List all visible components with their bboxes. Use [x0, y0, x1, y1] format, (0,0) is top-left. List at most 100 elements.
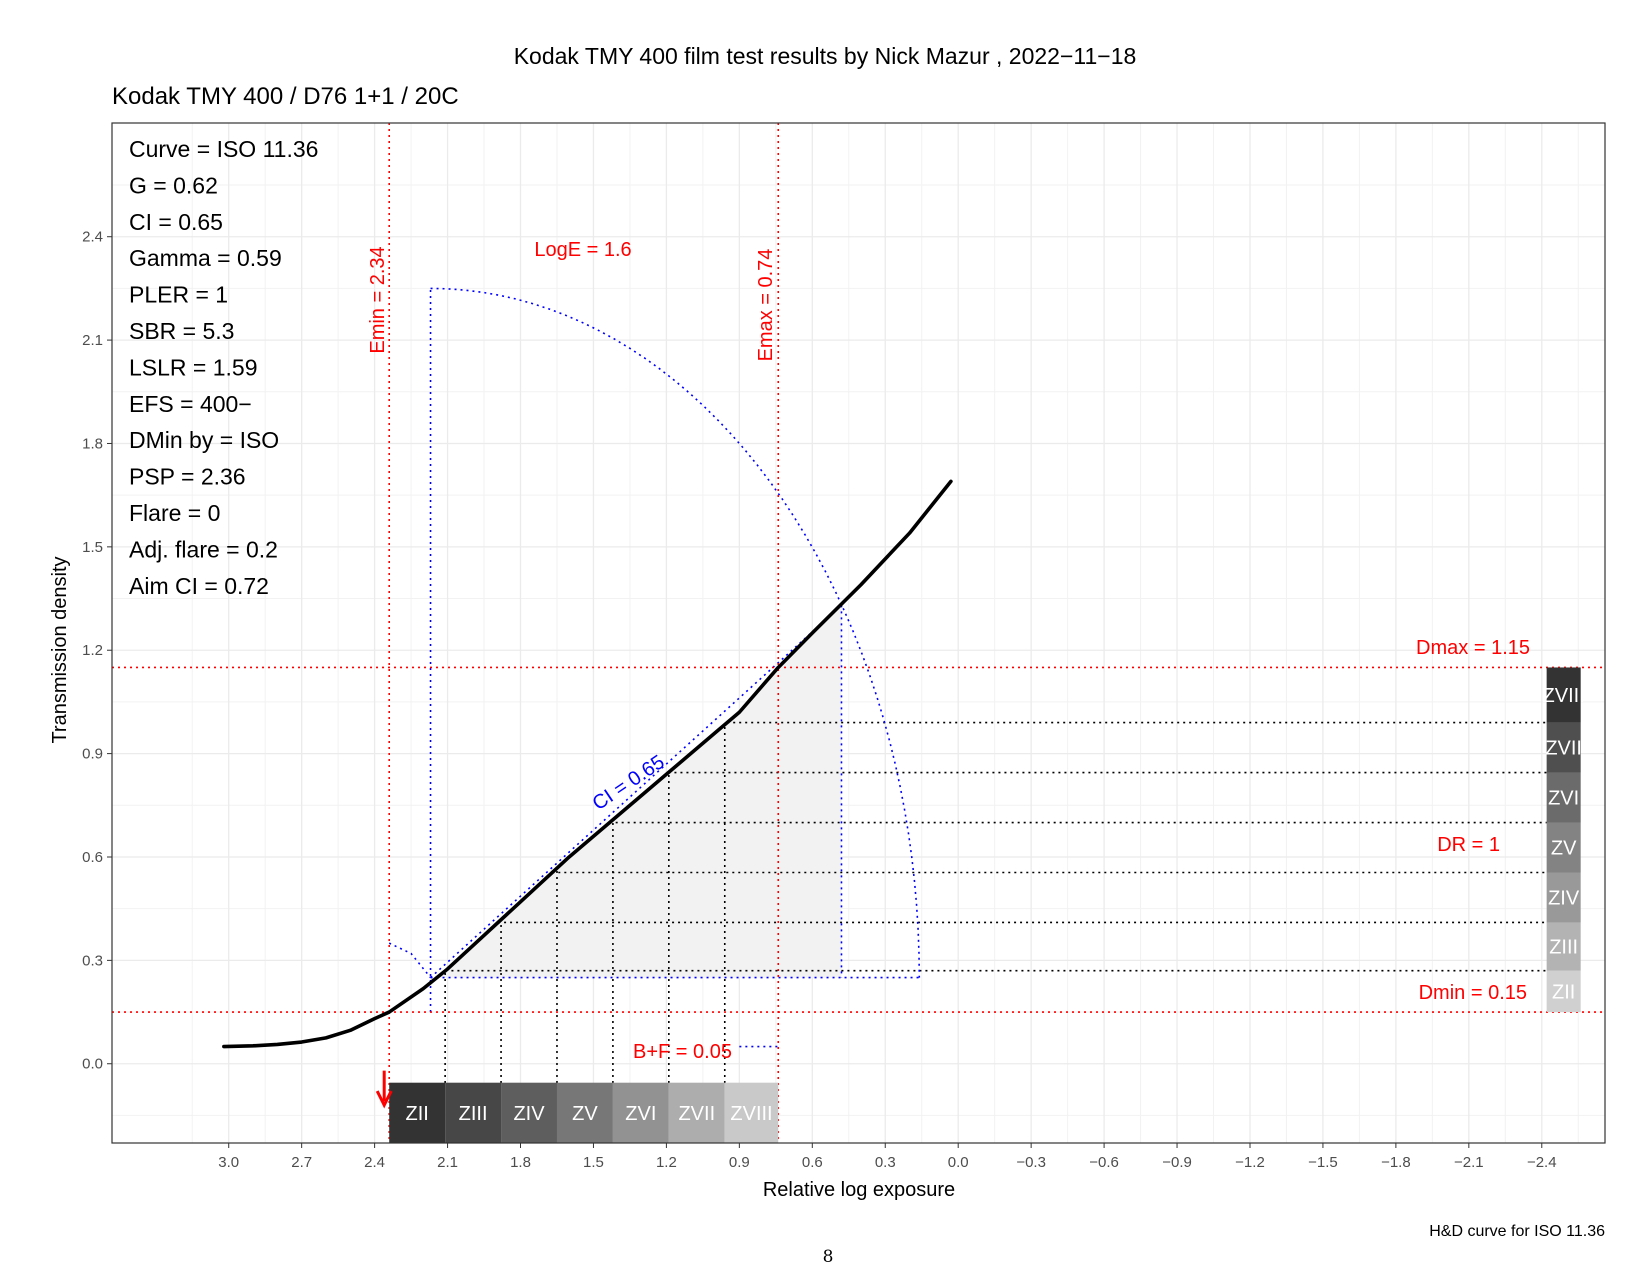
dr-label: DR = 1: [1437, 834, 1500, 856]
y-tick-label: 2.1: [82, 332, 103, 349]
dmin-label: Dmin = 0.15: [1419, 982, 1527, 1004]
emin-label: Emin = 2.34: [367, 246, 389, 353]
x-tick-label: −2.1: [1454, 1154, 1484, 1171]
x-tick-label: 1.5: [583, 1154, 604, 1171]
x-tick-label: −1.2: [1235, 1154, 1265, 1171]
x-tick-label: −0.3: [1016, 1154, 1046, 1171]
zone-label-right: ZVI: [1548, 788, 1579, 810]
zone-label-bottom: ZV: [572, 1103, 598, 1125]
y-tick-label: 0.6: [82, 849, 103, 866]
y-tick-label: 1.2: [82, 642, 103, 659]
x-axis-ticks: 3.0 2.7 2.4 2.1 1.8 1.5 1.2 0.9 0.6 0.3 0.0 −0.3 −0.…: [218, 1143, 1557, 1171]
zone-cell-bottom: [501, 1082, 557, 1143]
y-tick-label: 1.5: [82, 539, 103, 556]
zone-label-right: ZVIII: [1543, 685, 1585, 707]
x-tick-label: 0.9: [729, 1154, 750, 1171]
stat-line: Gamma = 0.59: [129, 245, 282, 271]
zone-cell-right: [1546, 970, 1581, 1013]
x-tick-label: 1.2: [656, 1154, 677, 1171]
stat-line: LSLR = 1.59: [129, 354, 258, 380]
shaded-area: [430, 604, 842, 983]
stat-line: Curve = ISO 11.36: [129, 136, 318, 162]
x-tick-label: −0.9: [1162, 1154, 1192, 1171]
stat-line: SBR = 5.3: [129, 318, 234, 344]
x-tick-label: 3.0: [218, 1154, 239, 1171]
x-tick-label: −1.5: [1308, 1154, 1338, 1171]
x-tick-label: 0.6: [802, 1154, 823, 1171]
y-axis-ticks: 0.0 0.3 0.6 0.9 1.2 1.5 1.8 2.1 2.4: [82, 229, 112, 1073]
bf-label: B+F = 0.05: [633, 1041, 732, 1063]
zone-label-bottom: ZII: [405, 1103, 428, 1125]
stat-line: PSP = 2.36: [129, 464, 246, 490]
zone-cell-right: [1546, 772, 1581, 823]
x-tick-label: 0.0: [948, 1154, 969, 1171]
stat-line: CI = 0.65: [129, 209, 223, 235]
zone-label-bottom: ZIV: [513, 1103, 545, 1125]
zone-label-bottom: ZVIII: [730, 1103, 772, 1125]
y-axis-label: Transmission density: [49, 556, 71, 743]
stat-line: EFS = 400−: [129, 391, 252, 417]
x-tick-label: −2.4: [1527, 1154, 1557, 1171]
zone-cell-right: [1546, 822, 1581, 873]
y-tick-label: 0.3: [82, 952, 103, 969]
zone-cell-bottom: [724, 1082, 779, 1143]
zone-scale-bottom: ZII ZIII ZIV ZV ZVI ZVII ZVIII: [389, 1082, 779, 1143]
stat-line: G = 0.62: [129, 172, 218, 198]
x-tick-label: 1.8: [510, 1154, 531, 1171]
x-tick-label: 2.4: [364, 1154, 385, 1171]
zone-shading: [430, 604, 842, 983]
zone-label-bottom: ZVI: [625, 1103, 656, 1125]
stat-line: Aim CI = 0.72: [129, 573, 269, 599]
loge-label: LogE = 1.6: [534, 239, 631, 261]
x-axis-label: Relative log exposure: [763, 1179, 955, 1201]
emax-label: Emax = 0.74: [755, 249, 777, 362]
emin-arrow: [375, 1070, 393, 1109]
x-tick-label: 0.3: [875, 1154, 896, 1171]
zone-cell-right: [1546, 667, 1581, 723]
y-tick-label: 1.8: [82, 435, 103, 452]
zone-cell-bottom: [612, 1082, 669, 1143]
arrow-head: [375, 1090, 393, 1109]
zone-cell-right: [1546, 722, 1581, 773]
plot-panel-border: [111, 122, 1606, 1144]
y-tick-label: 2.4: [82, 229, 103, 246]
zone-cell-bottom: [389, 1082, 446, 1143]
zone-scale-right: ZII ZIII ZIV ZV ZVI ZVII ZVIII: [1543, 667, 1585, 1013]
x-tick-label: 2.7: [291, 1154, 312, 1171]
density-curve: [222, 479, 953, 1049]
chart-caption: H&D curve for ISO 11.36: [1429, 1223, 1605, 1240]
zone-cell-right: [1546, 922, 1581, 971]
zone-label-right: ZVII: [1545, 738, 1582, 760]
zone-label-bottom: ZIII: [459, 1103, 488, 1125]
zone-cell-bottom: [668, 1082, 725, 1143]
chart-title: Kodak TMY 400 film test results by Nick …: [514, 43, 1137, 69]
dmax-label: Dmax = 1.15: [1416, 637, 1530, 659]
stat-line: PLER = 1: [129, 282, 228, 308]
minor-gridlines: [112, 123, 1605, 1143]
zone-guide-lines: [444, 721, 1547, 1083]
zone-cell-right: [1546, 872, 1581, 923]
zone-label-right: ZIV: [1548, 887, 1580, 909]
stat-line: DMin by = ISO: [129, 427, 279, 453]
chart-subtitle: Kodak TMY 400 / D76 1+1 / 20C: [112, 83, 459, 110]
construction-small-arc: [388, 942, 432, 979]
x-tick-label: 2.1: [437, 1154, 458, 1171]
zone-label-right: ZV: [1551, 838, 1577, 860]
stat-line: Flare = 0: [129, 500, 220, 526]
y-tick-label: 0.9: [82, 746, 103, 763]
stat-line: Adj. flare = 0.2: [129, 536, 278, 562]
zone-label-bottom: ZVII: [678, 1103, 715, 1125]
x-tick-label: −0.6: [1089, 1154, 1119, 1171]
zone-label-right: ZII: [1552, 981, 1575, 1003]
zone-cell-bottom: [445, 1082, 502, 1143]
y-tick-label: 0.0: [82, 1056, 103, 1073]
reference-lines: [112, 123, 1605, 1143]
x-tick-label: −1.8: [1381, 1154, 1411, 1171]
zone-cell-bottom: [556, 1082, 613, 1143]
page-number: 8: [823, 1247, 834, 1267]
curve-line: [222, 479, 953, 1049]
stats-block: Curve = ISO 11.36 G = 0.62 CI = 0.65 Gamma …: [129, 136, 318, 599]
zone-label-right: ZIII: [1549, 937, 1578, 959]
major-gridlines: [112, 123, 1605, 1143]
